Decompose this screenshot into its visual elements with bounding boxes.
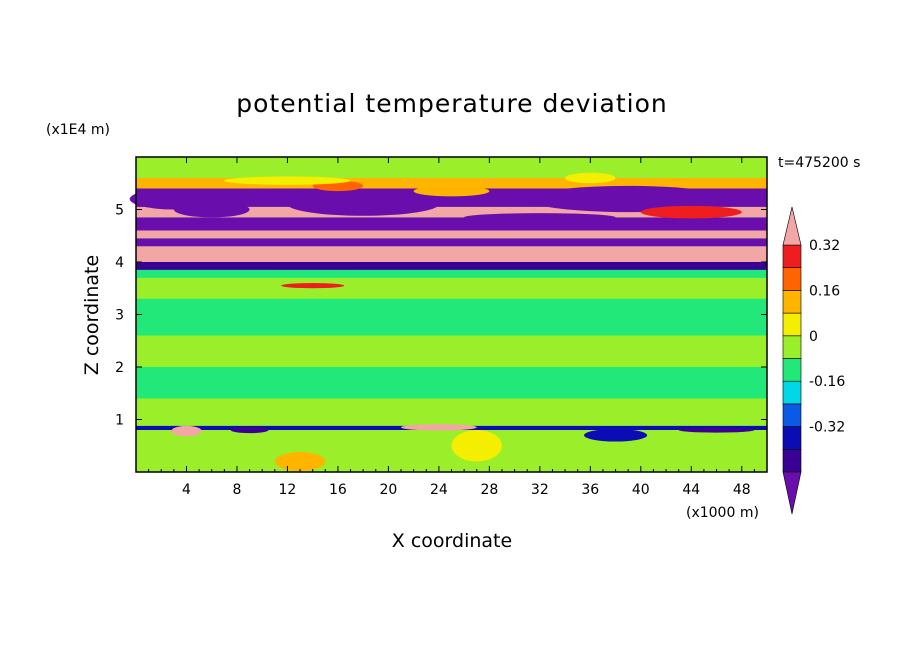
- colorbar-swatch: [782, 290, 802, 314]
- contour-band: [136, 398, 767, 426]
- contour-feature: [230, 426, 269, 434]
- contour-band: [136, 217, 767, 231]
- colorbar-top-arrow: [782, 206, 802, 246]
- plot-area: [129, 156, 768, 473]
- contour-band: [136, 430, 767, 472]
- contour-feature: [584, 428, 648, 442]
- colorbar-swatch: [782, 312, 802, 337]
- x-tick-label: 8: [232, 482, 241, 498]
- contour-feature: [401, 424, 477, 431]
- contour-band: [136, 269, 767, 278]
- colorbar-swatch: [782, 380, 802, 405]
- contour-band: [136, 157, 767, 178]
- y-axis: 1 2 3 4 5: [115, 203, 767, 429]
- x-tick-label: 16: [329, 482, 347, 498]
- contour-feature: [464, 213, 616, 222]
- contour-band: [136, 238, 767, 247]
- y-tick-label: 2: [115, 360, 124, 376]
- colorbar-swatch: [782, 426, 802, 450]
- colorbar-label: 0: [809, 329, 818, 345]
- x-axis: 4 8 12 16 20 24 28 32 36 40 44 48: [148, 157, 755, 498]
- colorbar-label: -0.32: [809, 420, 845, 436]
- contour-band: [136, 367, 767, 399]
- contour-band: [136, 178, 767, 189]
- x-tick-label: 36: [581, 482, 599, 498]
- x-tick-label: 12: [279, 482, 297, 498]
- x-tick-label: 48: [733, 482, 751, 498]
- contour-field: [129, 157, 767, 472]
- x-tick-label: 32: [531, 482, 549, 498]
- y-tick-label: 3: [115, 308, 124, 324]
- contour-feature: [287, 192, 439, 216]
- colorbar-swatch: [782, 358, 802, 382]
- contour-feature: [451, 430, 502, 462]
- x-unit-label: (x1000 m): [686, 505, 759, 521]
- colorbar-bottom-arrow: [782, 471, 802, 515]
- y-axis-label: Z coordinate: [81, 255, 103, 375]
- contour-feature: [640, 205, 742, 219]
- colorbar-swatch: [782, 403, 802, 427]
- contour-band: [136, 277, 767, 299]
- y-tick-label: 1: [115, 413, 124, 429]
- contour-band: [136, 230, 767, 239]
- contour-band: [136, 206, 767, 218]
- x-tick-label: 28: [480, 482, 498, 498]
- x-tick-label: 40: [632, 482, 650, 498]
- colorbar-swatch: [782, 244, 802, 269]
- colorbar-swatch: [782, 335, 802, 359]
- colorbar-label: 0.16: [809, 283, 840, 299]
- colorbar: 0.32 0.16 0 -0.16 -0.32: [782, 206, 845, 515]
- contour-feature: [413, 185, 490, 197]
- colorbar-swatch: [782, 267, 802, 291]
- colorbar-label: -0.16: [809, 374, 845, 390]
- contour-feature: [527, 185, 730, 213]
- contour-band: [136, 246, 767, 262]
- x-tick-label: 4: [182, 482, 191, 498]
- contour-feature: [678, 427, 755, 433]
- contour-feature: [173, 201, 250, 218]
- contour-feature: [224, 176, 351, 185]
- colorbar-label: 0.32: [809, 238, 840, 254]
- contour-band: [136, 298, 767, 336]
- contour-feature: [171, 425, 202, 437]
- colorbar-swatch: [782, 448, 802, 473]
- chart-title: potential temperature deviation: [236, 89, 667, 118]
- contour-band: [136, 262, 767, 270]
- y-tick-label: 5: [115, 203, 124, 219]
- x-tick-label: 44: [682, 482, 700, 498]
- contour-band: [136, 335, 767, 367]
- x-tick-label: 20: [379, 482, 397, 498]
- y-unit-label: (x1E4 m): [46, 122, 110, 138]
- contour-feature: [274, 452, 326, 471]
- contour-feature: [281, 283, 345, 289]
- time-label: t=475200 s: [778, 155, 860, 171]
- y-tick-label: 4: [115, 255, 124, 271]
- contour-feature: [565, 172, 616, 184]
- x-tick-label: 24: [430, 482, 448, 498]
- x-axis-label: X coordinate: [392, 530, 512, 552]
